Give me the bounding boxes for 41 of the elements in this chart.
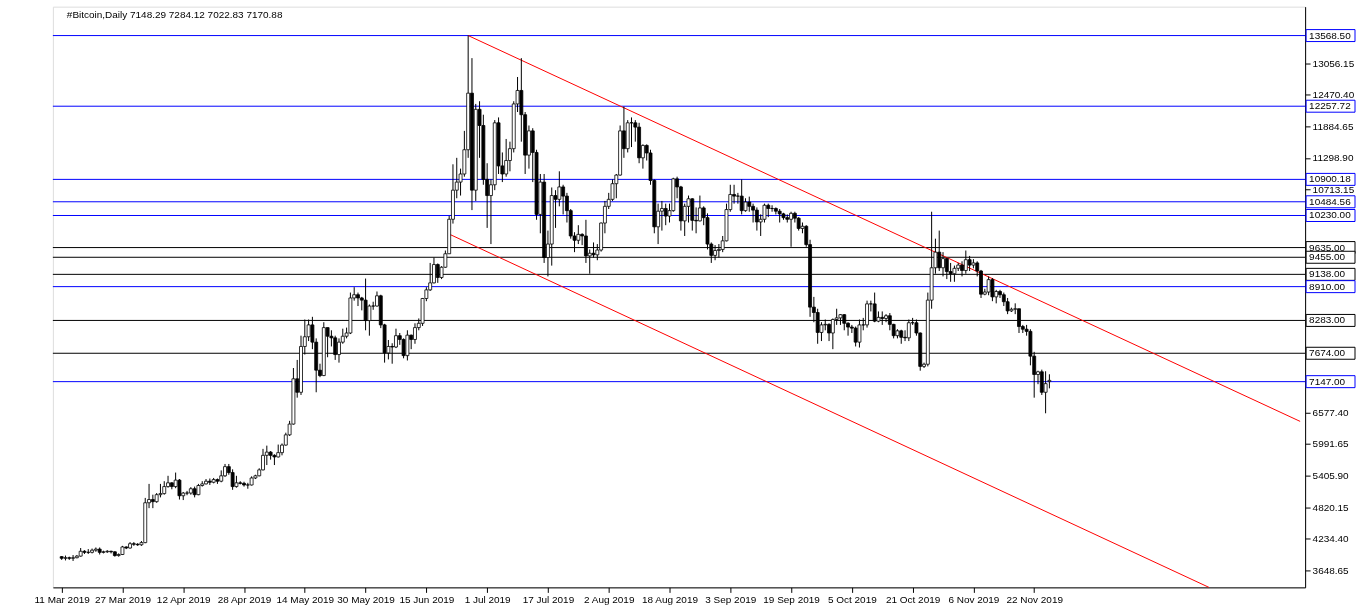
y-tick-label: 3648.65 — [1312, 564, 1350, 576]
y-tick-label: 4234.40 — [1312, 533, 1350, 545]
y-tick-label: 4820.15 — [1312, 501, 1350, 513]
y-tick-label: 5405.90 — [1312, 469, 1350, 481]
ref-line-label: 9455.00 — [1309, 251, 1346, 263]
y-tick-label: 11884.65 — [1312, 120, 1354, 132]
x-tick-label: 3 Sep 2019 — [705, 593, 757, 605]
x-tick-label: 1 Jul 2019 — [464, 593, 512, 605]
y-tick-label: 6577.40 — [1312, 406, 1350, 418]
ref-line-label: 8910.00 — [1309, 280, 1346, 292]
ref-line-label: 10484.56 — [1309, 195, 1352, 207]
x-tick-label: 15 Jun 2019 — [399, 593, 455, 605]
y-tick-label: 5991.65 — [1312, 438, 1350, 450]
x-tick-label: 11 Mar 2019 — [34, 593, 91, 605]
x-tick-label: 5 Oct 2019 — [827, 593, 878, 605]
x-tick-label: 12 Apr 2019 — [156, 593, 212, 605]
x-tick-label: 18 Aug 2019 — [642, 593, 699, 605]
ref-line-label: 9138.00 — [1309, 268, 1346, 280]
ref-line-label: 7674.00 — [1309, 347, 1346, 359]
x-tick-label: 2 Aug 2019 — [583, 593, 635, 605]
x-tick-label: 17 Jul 2019 — [522, 593, 575, 605]
y-tick-label: 10713.15 — [1312, 183, 1355, 195]
y-tick-label: 11298.90 — [1312, 152, 1354, 164]
x-tick-label: 19 Sep 2019 — [763, 593, 821, 605]
x-tick-label: 6 Nov 2019 — [948, 593, 1000, 605]
ref-line-label: 13568.50 — [1309, 29, 1352, 41]
y-tick-label: 13056.15 — [1312, 57, 1355, 69]
x-tick-label: 21 Oct 2019 — [885, 593, 941, 605]
y-tick-label: 12470.40 — [1312, 89, 1355, 101]
x-tick-label: 30 May 2019 — [337, 593, 396, 605]
x-tick-label: 27 Mar 2019 — [94, 593, 152, 605]
ref-line-label: 12257.72 — [1309, 100, 1352, 112]
x-tick-label: 22 Nov 2019 — [1006, 593, 1064, 605]
ref-line-label: 10900.18 — [1309, 173, 1352, 185]
ref-line-label: 10230.00 — [1309, 209, 1352, 221]
ref-line-label: 9635.00 — [1309, 241, 1346, 253]
x-tick-label: 14 May 2019 — [276, 593, 335, 605]
chart-title: #Bitcoin,Daily 7148.29 7284.12 7022.83 7170.88 — [66, 8, 283, 20]
x-tick-label: 28 Apr 2019 — [217, 593, 272, 605]
ref-line-label: 7147.00 — [1309, 375, 1346, 387]
ref-line-label: 8283.00 — [1309, 314, 1346, 326]
